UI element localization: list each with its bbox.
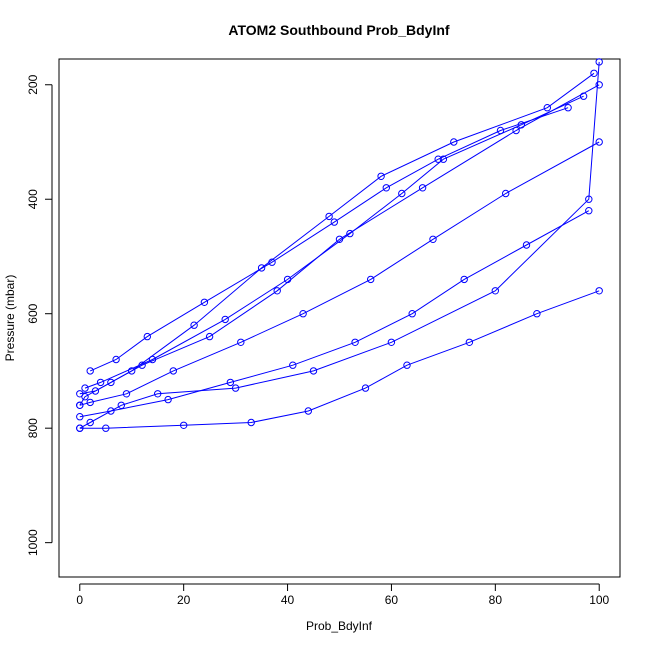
data-point (221, 315, 229, 324)
data-point (398, 189, 406, 198)
data-point (237, 338, 245, 346)
data-point (273, 287, 281, 295)
data-point (128, 367, 136, 375)
data-point (289, 361, 297, 369)
data-point (533, 310, 541, 318)
data-point (268, 258, 276, 266)
data-point (418, 184, 427, 192)
data-point (257, 264, 266, 272)
data-point (169, 367, 178, 375)
series-line-4 (79, 290, 600, 429)
data-point (190, 321, 198, 329)
x-tick-label: 0 (76, 593, 83, 607)
data-point (86, 367, 94, 375)
series-line-3 (79, 72, 595, 395)
data-point (595, 58, 603, 66)
data-point (351, 338, 359, 346)
data-point (247, 418, 255, 427)
data-point (450, 138, 458, 146)
data-point (361, 384, 370, 392)
data-point (283, 275, 292, 284)
data-point (403, 361, 411, 369)
plot-frame (58, 58, 621, 578)
y-axis-label: Pressure (mbar) (3, 275, 17, 362)
data-point (382, 184, 390, 192)
data-point (180, 421, 188, 429)
data-point (122, 390, 131, 398)
series-line-8 (89, 107, 569, 372)
data-point (579, 92, 588, 100)
data-point (309, 367, 318, 375)
data-point (377, 172, 385, 181)
data-point (585, 195, 593, 203)
data-point (86, 418, 94, 427)
y-axis: 200 400 600 800 1000 (26, 74, 53, 556)
x-tick-label: 100 (589, 593, 609, 607)
data-point (143, 332, 152, 341)
data-point (107, 407, 115, 415)
x-axis-label: Prob_BdyInf (306, 619, 373, 633)
series-line-6 (79, 141, 600, 406)
data-point (76, 390, 84, 398)
data-point (81, 384, 89, 392)
data-point (200, 298, 209, 306)
data-point (102, 424, 110, 432)
x-axis: 0 20 40 60 80 100 (76, 583, 610, 607)
data-point (590, 69, 598, 78)
data-point (387, 338, 396, 346)
chart-title: ATOM2 Southbound Prob_BdyInf (228, 22, 449, 38)
data-point (346, 229, 354, 238)
data-point (330, 218, 338, 226)
x-tick-label: 20 (177, 593, 191, 607)
data-point (439, 155, 448, 163)
series-line-1 (79, 61, 600, 429)
data-point (585, 207, 593, 215)
data-point (76, 401, 84, 409)
data-point (148, 355, 157, 364)
data-point (304, 407, 312, 415)
data-point (465, 338, 474, 346)
data-point (226, 378, 235, 387)
x-tick-label: 80 (489, 593, 503, 607)
y-tick-label: 200 (26, 74, 40, 94)
data-point (205, 332, 214, 341)
data-point (91, 387, 100, 395)
data-point (429, 235, 437, 244)
data-point (434, 155, 442, 163)
data-marks (76, 58, 603, 432)
data-point (299, 310, 307, 318)
data-point (164, 395, 172, 404)
data-point (86, 398, 94, 407)
series-line-7 (79, 210, 590, 418)
data-point (496, 126, 505, 135)
data-point (564, 104, 572, 112)
data-point (543, 104, 551, 112)
y-tick-label: 400 (26, 189, 40, 209)
data-point (502, 189, 510, 198)
data-point (595, 138, 603, 146)
data-point (522, 241, 531, 249)
data-point (408, 310, 416, 318)
data-point (595, 81, 603, 89)
data-point (367, 275, 375, 284)
data-point (154, 390, 162, 398)
data-point (491, 287, 499, 295)
y-tick-label: 600 (26, 303, 40, 323)
data-point (231, 384, 240, 392)
data-point (325, 212, 333, 221)
data-point (112, 355, 120, 364)
data-point (460, 275, 468, 284)
data-point (96, 378, 105, 387)
data-point (76, 413, 84, 421)
series-line-5 (84, 95, 584, 389)
x-tick-label: 60 (385, 593, 399, 607)
y-tick-label: 1000 (26, 529, 40, 556)
data-point (76, 424, 84, 432)
y-tick-label: 800 (26, 418, 40, 438)
x-tick-label: 40 (281, 593, 295, 607)
data-point (107, 378, 115, 387)
data-point (595, 287, 603, 295)
